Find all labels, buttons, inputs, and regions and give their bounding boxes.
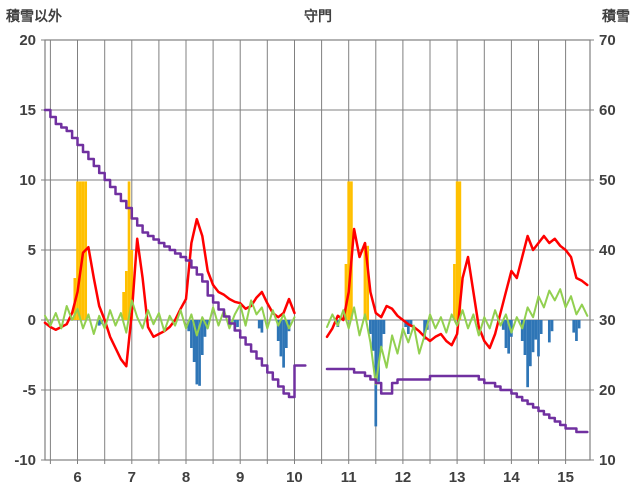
blue-bars-bar (371, 320, 375, 351)
orange-bars-bar (127, 181, 131, 320)
blue-bars-bar (377, 320, 380, 382)
orange-bars-bar (453, 264, 456, 320)
blue-bars-bar (510, 320, 513, 337)
blue-bars-bar (572, 320, 576, 333)
orange-bars-bar (76, 181, 79, 320)
blue-bars-bar (382, 320, 386, 334)
blue-bars-bar (534, 320, 538, 340)
x-axis-tick-label: 8 (182, 469, 190, 486)
green-line (44, 288, 589, 386)
blue-bars-bar (260, 320, 264, 333)
orange-bars-bar (78, 181, 82, 320)
right-axis-tick-label: 30 (599, 312, 616, 329)
blue-bars-bar (539, 320, 543, 334)
blue-bars-bar (423, 320, 426, 340)
blue-bars-bar (279, 320, 283, 357)
x-axis-tick-label: 13 (449, 469, 466, 486)
blue-bars-bar (284, 320, 288, 348)
orange-bars-bar (124, 271, 128, 320)
chart-title: 守門 (304, 8, 332, 24)
blue-bars-bar (195, 320, 199, 385)
x-axis-tick-label: 14 (503, 469, 520, 486)
blue-bars-bar (257, 320, 261, 329)
x-axis-tick-label: 9 (236, 469, 244, 486)
left-axis-tick-label: 5 (28, 242, 36, 259)
x-axis-tick-label: 11 (341, 469, 357, 486)
plot-frame (44, 39, 591, 461)
blue-bars-bar (528, 320, 532, 367)
right-axis-tick-label: 50 (599, 172, 616, 189)
blue-bars-bar (369, 320, 372, 334)
blue-bars-bar (192, 320, 196, 362)
blue-bars-bar (379, 320, 383, 348)
x-axis-tick-label: 7 (128, 469, 136, 486)
right-axis-tick-label: 70 (599, 32, 616, 49)
blue-bars-bar (203, 320, 207, 337)
right-axis-tick-label: 60 (599, 102, 616, 119)
orange-bars-bar (363, 243, 367, 320)
blue-bars-bar (526, 320, 529, 388)
blue-bars-bar (504, 320, 508, 348)
x-axis-tick-label: 6 (73, 469, 81, 486)
blue-bars-bar (531, 320, 535, 353)
x-axis-tick-label: 12 (395, 469, 412, 486)
blue-bars-bar (523, 320, 527, 355)
blue-bars-bar (236, 320, 239, 327)
purple-step-line (43, 108, 589, 434)
left-axis-tick-label: -10 (14, 452, 36, 469)
blue-bars-bar (198, 320, 201, 386)
left-axis-tick-label: 20 (19, 32, 36, 49)
blue-bars-bar (187, 320, 191, 332)
right-axis-tick-label: 40 (599, 242, 616, 259)
blue-bars-bar (282, 320, 285, 368)
blue-bars-bar (537, 320, 540, 357)
x-axis-tick-label: 10 (286, 469, 303, 486)
left-axis-title: 積雪以外 (6, 8, 62, 24)
blue-bars-bar (575, 320, 578, 341)
orange-bars-bar (122, 292, 125, 320)
left-axis-tick-label: 0 (28, 312, 36, 329)
left-axis-tick-label: 15 (19, 102, 36, 119)
orange-bars-bar (344, 264, 348, 320)
blue-bars-bar (501, 320, 505, 330)
right-axis-tick-label: 20 (599, 382, 616, 399)
orange-bars-bar (455, 181, 459, 320)
blue-bars-bar (550, 320, 554, 332)
x-axis-tick-label: 15 (557, 469, 574, 486)
blue-bars-bar (374, 320, 378, 427)
left-axis-tick-label: -5 (23, 382, 36, 399)
blue-bars-bar (547, 320, 551, 343)
blue-bars-bar (507, 320, 511, 354)
blue-bars-bar (406, 320, 410, 334)
blue-bars-bar (200, 320, 204, 355)
blue-bars-bar (276, 320, 280, 341)
blue-bars-bar (577, 320, 581, 329)
blue-bars-bar (190, 320, 193, 348)
right-axis-tick-label: 10 (599, 452, 616, 469)
blue-bars-bar (206, 320, 210, 327)
blue-bars-bar (287, 320, 291, 332)
orange-bars-bar (81, 181, 85, 320)
orange-bars-bar (347, 181, 351, 320)
blue-bars-bar (97, 320, 101, 326)
right-axis-title: 積雪 (602, 8, 630, 24)
blue-bars-bar (520, 320, 524, 341)
orange-bars-bar (130, 250, 134, 320)
orange-bars-bar (458, 181, 462, 320)
orange-bars-bar (366, 245, 370, 320)
blue-bars-bar (409, 320, 413, 327)
left-axis-tick-label: 10 (19, 172, 36, 189)
blue-bars (97, 320, 581, 427)
